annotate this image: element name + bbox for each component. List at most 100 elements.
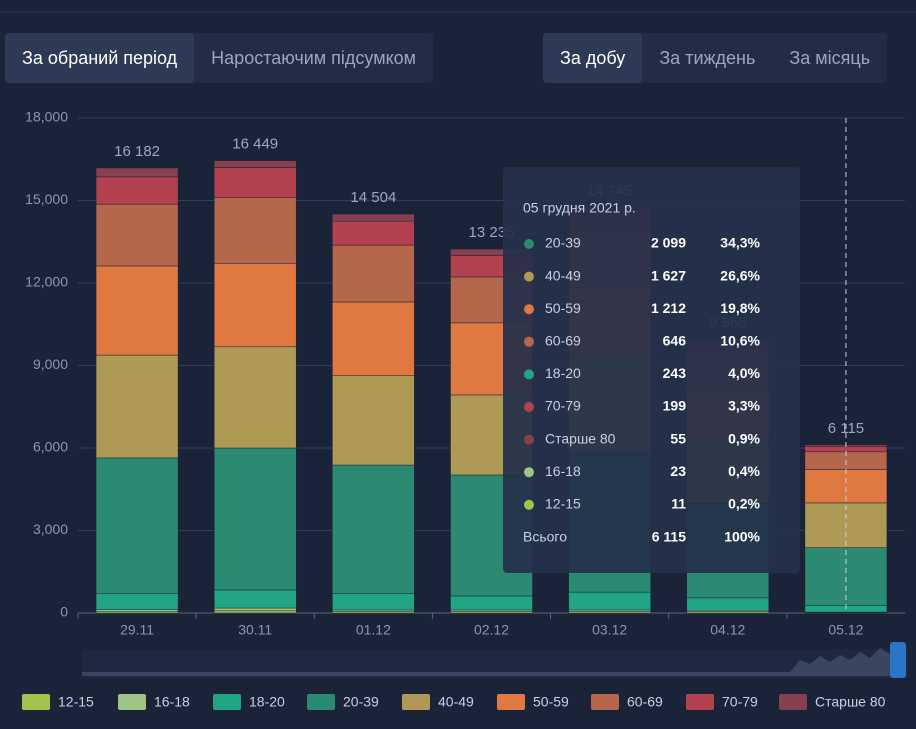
bar-segment	[96, 168, 178, 177]
tooltip-dot	[524, 402, 534, 412]
legend-swatch	[591, 694, 619, 710]
x-tick-label: 29.11	[120, 622, 154, 638]
tooltip-total-value: 6 115	[652, 529, 686, 545]
legend-label: 16-18	[154, 694, 190, 710]
navigator-handle[interactable]	[890, 642, 906, 678]
bar-segment	[96, 177, 178, 204]
tooltip-share: 26,6%	[720, 267, 760, 283]
legend-swatch	[307, 694, 335, 710]
bar-segment	[214, 347, 296, 448]
x-tick-label: 04.12	[710, 622, 745, 638]
y-tick-label: 3,000	[33, 521, 68, 537]
y-tick-label: 0	[60, 604, 68, 620]
tooltip-total-share: 100%	[724, 529, 760, 545]
period-button[interactable]: За місяць	[772, 33, 887, 83]
tooltip-share: 19,8%	[720, 300, 760, 316]
y-tick-label: 12,000	[25, 274, 68, 290]
tooltip-share: 0,9%	[728, 430, 760, 446]
legend-item[interactable]: 12-15	[22, 694, 94, 710]
legend-label: 60-69	[627, 694, 663, 710]
x-tick-label: 30.11	[238, 622, 272, 638]
legend-swatch	[22, 694, 50, 710]
legend-label: 50-59	[533, 694, 569, 710]
tooltip-value: 646	[663, 333, 687, 349]
bar-segment	[214, 611, 296, 613]
x-tick-label: 02.12	[474, 622, 509, 638]
tooltip-total-name: Всього	[523, 529, 567, 545]
tooltip-value: 55	[670, 430, 686, 446]
tab[interactable]: Наростаючим підсумком	[194, 33, 433, 83]
legend-label: Старше 80	[815, 694, 886, 710]
tooltip-dot	[524, 467, 534, 477]
tooltip-value: 1 212	[651, 300, 686, 316]
x-tick-label: 01.12	[356, 622, 391, 638]
tooltip-dot	[524, 304, 534, 314]
y-tick-label: 18,000	[25, 109, 68, 125]
legend-item[interactable]: 60-69	[591, 694, 663, 710]
period-button[interactable]: За добу	[543, 33, 642, 83]
legend-swatch	[402, 694, 430, 710]
legend-swatch	[118, 694, 146, 710]
tooltip-name: 70-79	[545, 398, 581, 414]
tooltip-dot	[524, 500, 534, 510]
tooltip-value: 199	[663, 398, 687, 414]
tooltip-value: 243	[663, 365, 687, 381]
bar-segment	[332, 376, 414, 465]
bar-segment	[214, 198, 296, 264]
bar-segment	[332, 214, 414, 221]
bar-segment	[96, 204, 178, 266]
tooltip-name: 60-69	[545, 333, 581, 349]
total-label: 16 449	[232, 136, 278, 153]
bar-segment	[214, 161, 296, 168]
bar-segment	[96, 266, 178, 355]
legend-item[interactable]: 40-49	[402, 694, 474, 710]
tooltip-value: 1 627	[651, 267, 686, 283]
bar-segment	[214, 168, 296, 198]
tooltip-value: 2 099	[651, 235, 686, 251]
bar-segment	[332, 302, 414, 376]
legend-item[interactable]: 16-18	[118, 694, 190, 710]
tooltip-share: 34,3%	[720, 235, 760, 251]
legend-label: 40-49	[438, 694, 474, 710]
bar-segment	[214, 448, 296, 590]
bar-segment	[332, 594, 414, 610]
legend-swatch	[779, 694, 807, 710]
tooltip-name: 16-18	[545, 463, 581, 479]
tooltip-dot	[524, 337, 534, 347]
x-tick-label: 05.12	[828, 622, 863, 638]
bar-segment	[569, 592, 651, 610]
legend-item[interactable]: 18-20	[213, 694, 285, 710]
tooltip-share: 10,6%	[720, 333, 760, 349]
legend-item[interactable]: 50-59	[497, 694, 569, 710]
x-tick-label: 03.12	[592, 622, 627, 638]
bar-segment	[451, 596, 533, 610]
legend-item[interactable]: 70-79	[686, 694, 758, 710]
bar-segment	[214, 590, 296, 608]
legend-item[interactable]: Старше 80	[779, 694, 886, 710]
tooltip-dot	[524, 369, 534, 379]
tooltip-name: Старше 80	[545, 430, 616, 446]
period-button[interactable]: За тиждень	[642, 33, 772, 83]
y-tick-label: 9,000	[33, 356, 68, 372]
bar-segment	[96, 610, 178, 612]
tooltip: 05 грудня 2021 р.20-392 09934,3%40-491 6…	[503, 167, 800, 573]
legend-swatch	[686, 694, 714, 710]
bar-segment	[214, 264, 296, 347]
tooltip-share: 0,4%	[728, 463, 760, 479]
tooltip-share: 0,2%	[728, 496, 760, 512]
bar-segment	[96, 458, 178, 594]
tooltip-name: 40-49	[545, 267, 581, 283]
tab[interactable]: За обраний період	[5, 33, 194, 83]
tooltip-dot	[524, 272, 534, 282]
tooltip-name: 50-59	[545, 300, 581, 316]
bar-segment	[96, 355, 178, 458]
total-label: 16 182	[114, 143, 160, 160]
tooltip-name: 20-39	[545, 235, 581, 251]
y-tick-label: 15,000	[25, 191, 68, 207]
tooltip-dot	[524, 435, 534, 445]
legend-item[interactable]: 20-39	[307, 694, 379, 710]
legend-label: 12-15	[58, 694, 94, 710]
tooltip-dot	[524, 239, 534, 249]
